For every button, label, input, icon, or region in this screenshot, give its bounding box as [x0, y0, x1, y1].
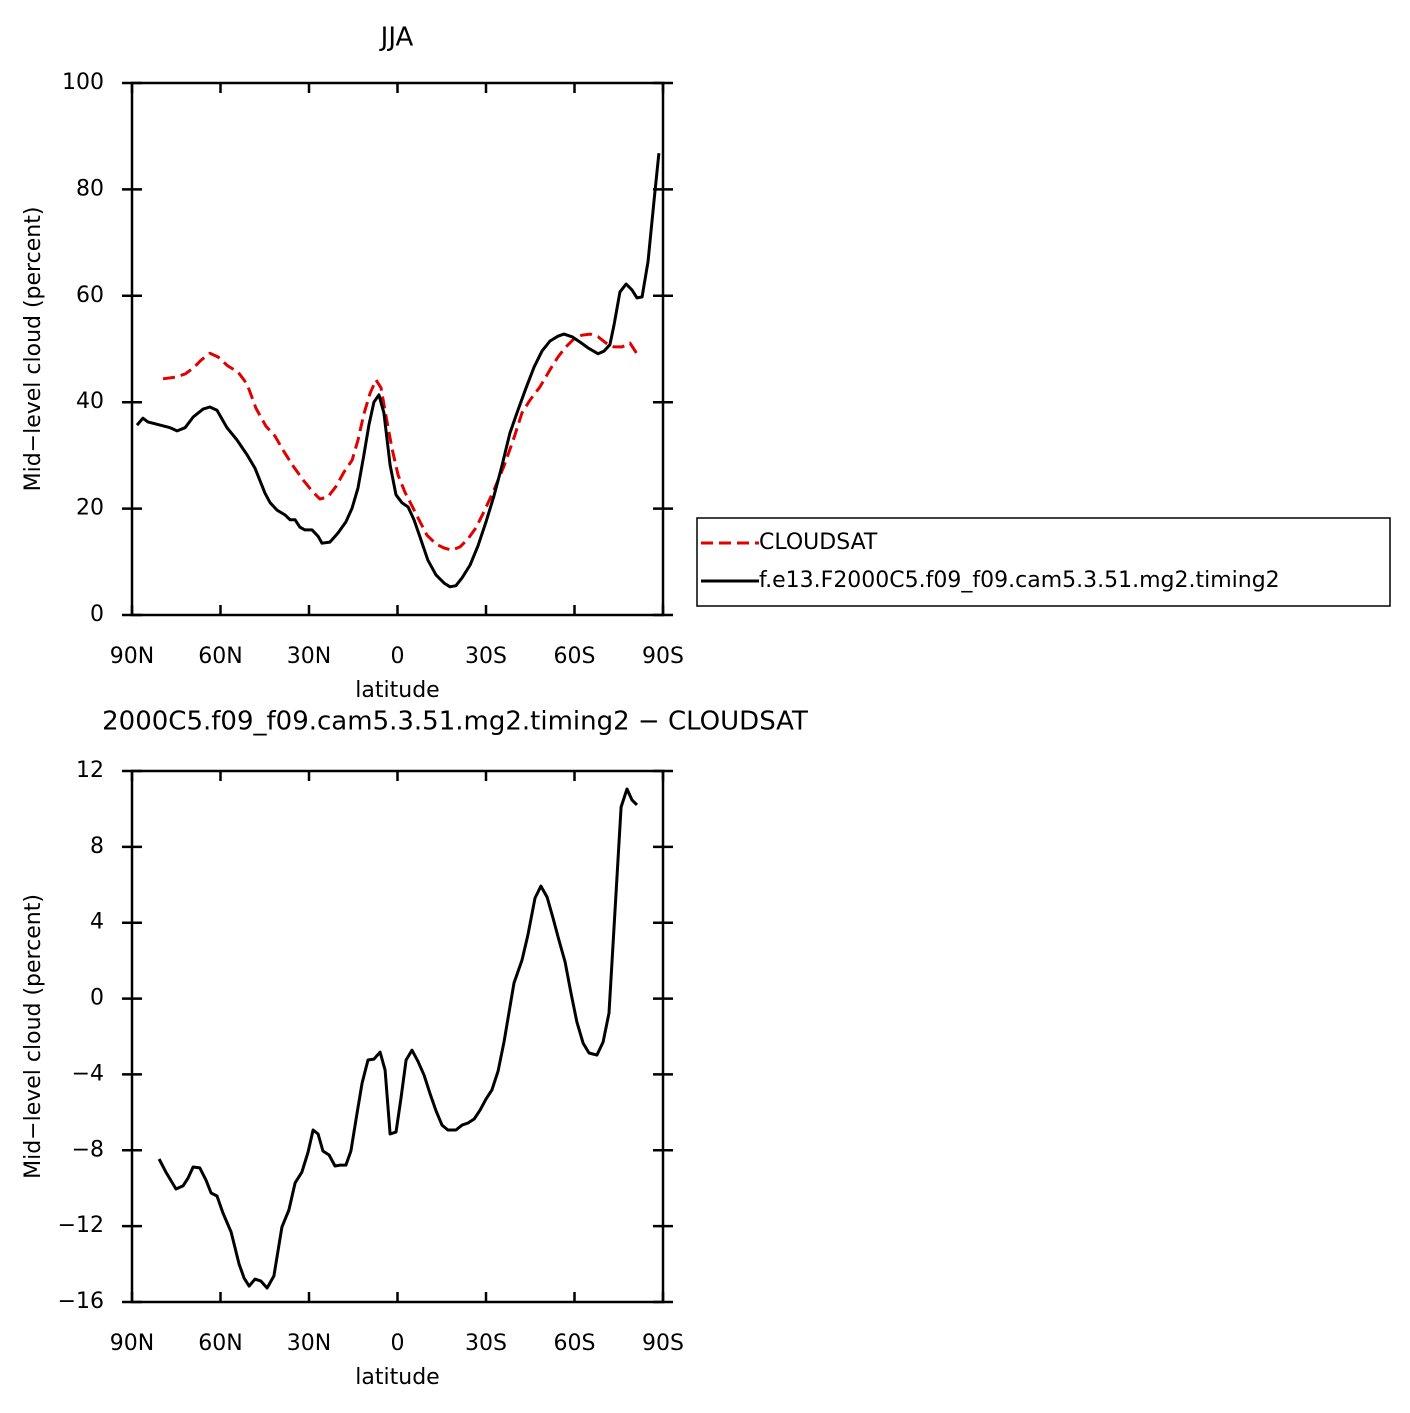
- x-tick-label: 60N: [198, 1331, 242, 1356]
- axis-frame: [130, 769, 665, 1304]
- y-tick-label: −8: [72, 1137, 104, 1162]
- legend-box: [696, 517, 1391, 607]
- y-tick-label: 100: [62, 70, 104, 95]
- x-tick-label: 90S: [642, 644, 684, 669]
- chart-title: 2000C5.f09_f09.cam5.3.51.mg2.timing2 − C…: [102, 707, 808, 737]
- data-line: [162, 332, 639, 552]
- y-tick-label: 12: [76, 758, 104, 783]
- x-tick-label: 30S: [465, 644, 507, 669]
- x-tick-label: 30N: [287, 644, 331, 669]
- y-tick-label: 8: [90, 834, 104, 859]
- y-tick-label: 0: [90, 602, 104, 627]
- x-tick-label: 60N: [198, 644, 242, 669]
- x-tick-label: 90N: [110, 644, 154, 669]
- legend-label: f.e13.F2000C5.f09_f09.cam5.3.51.mg2.timi…: [759, 568, 1280, 593]
- chart-title: JJA: [379, 23, 414, 53]
- y-tick-label: 20: [76, 496, 104, 521]
- y-axis-label: Mid−level cloud (percent): [21, 207, 46, 492]
- y-tick-label: 4: [90, 910, 104, 935]
- y-tick-label: −12: [58, 1213, 104, 1238]
- x-tick-label: 30S: [465, 1331, 507, 1356]
- data-line: [157, 787, 639, 1290]
- x-axis-label: latitude: [355, 678, 439, 703]
- y-tick-label: 80: [76, 176, 104, 201]
- x-tick-label: 30N: [287, 1331, 331, 1356]
- axis-frame: [130, 81, 665, 617]
- x-tick-label: 90S: [642, 1331, 684, 1356]
- y-tick-label: −4: [72, 1061, 104, 1086]
- legend-label: CLOUDSAT: [759, 530, 878, 555]
- x-tick-label: 0: [391, 1331, 405, 1356]
- x-tick-label: 60S: [554, 1331, 596, 1356]
- y-tick-label: 40: [76, 389, 104, 414]
- data-line: [135, 153, 661, 589]
- x-tick-label: 90N: [110, 1331, 154, 1356]
- y-axis-label: Mid−level cloud (percent): [21, 894, 46, 1179]
- y-tick-label: 60: [76, 283, 104, 308]
- x-axis-label: latitude: [355, 1365, 439, 1390]
- x-tick-label: 60S: [554, 644, 596, 669]
- y-tick-label: 0: [90, 986, 104, 1011]
- x-tick-label: 0: [391, 644, 405, 669]
- y-tick-label: −16: [58, 1289, 104, 1314]
